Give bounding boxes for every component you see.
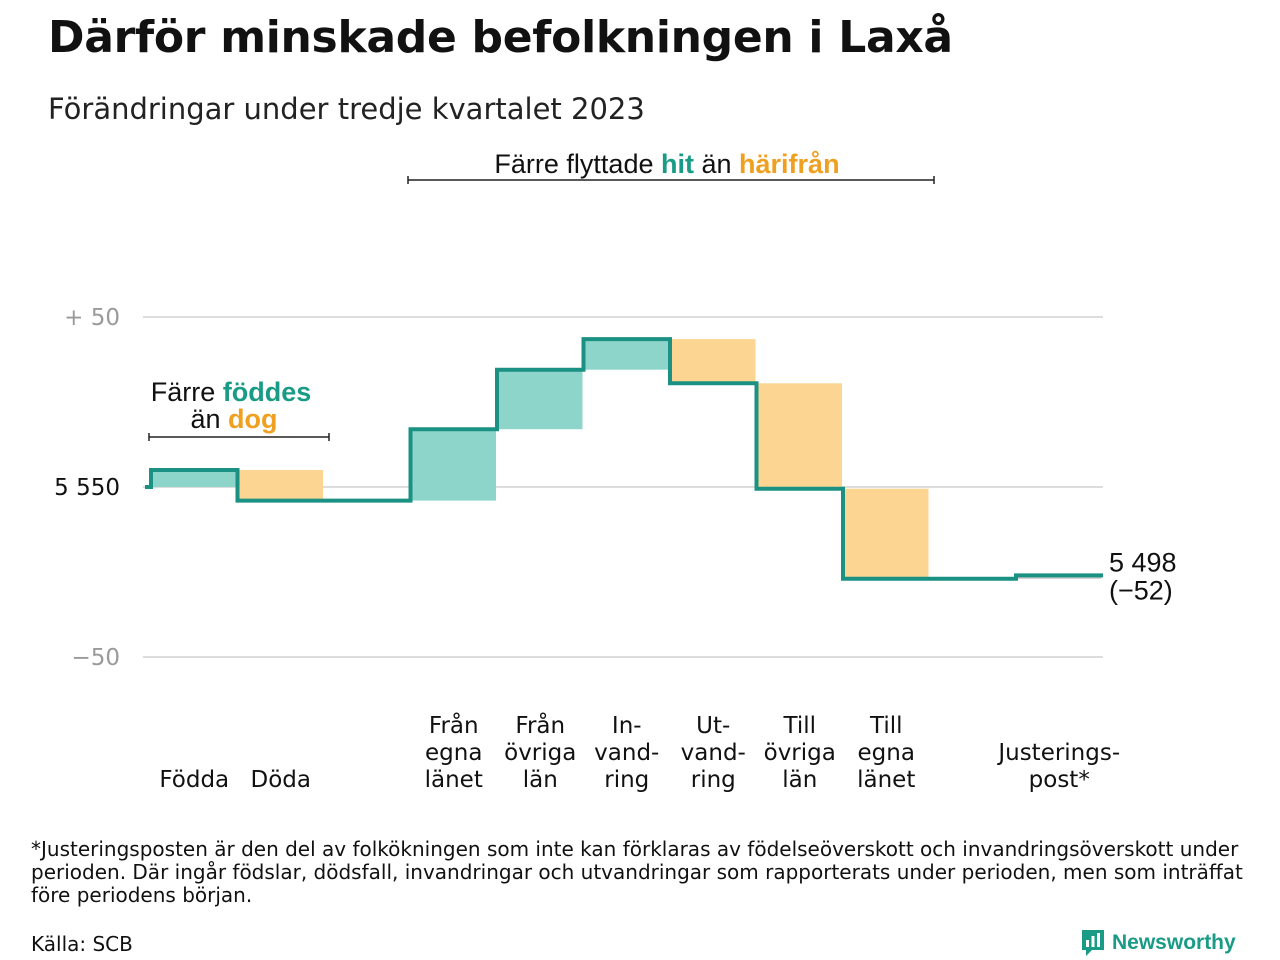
category-label: län [782, 767, 817, 793]
births-annotation-line2: än dog [190, 404, 277, 434]
annotation-highlight-deaths: dog [228, 404, 277, 434]
category-label: Födda [159, 767, 229, 793]
category-label: post* [1029, 767, 1090, 793]
births-annotation-line1: Färre föddes [151, 377, 312, 407]
waterfall-bar [757, 383, 842, 489]
waterfall-bar [844, 488, 929, 579]
category-label: egna [425, 740, 482, 766]
step-line-group [145, 337, 1103, 581]
waterfall-bar [152, 470, 237, 487]
step-line [145, 337, 1103, 581]
category-label: Ut- [696, 713, 730, 739]
category-label: övriga [764, 740, 836, 766]
waterfall-bar [498, 369, 583, 430]
category-label: Till [782, 713, 816, 739]
waterfall-bar [411, 429, 496, 501]
annotation-highlight-in: hit [661, 149, 694, 179]
category-label: övriga [504, 740, 576, 766]
category-label: ring [691, 767, 736, 793]
category-label: Från [429, 711, 479, 739]
category-label: vand- [681, 740, 746, 766]
category-label: Till [869, 713, 903, 739]
y-tick-label: + 50 [64, 305, 120, 331]
annotation-text: än [694, 149, 739, 179]
category-label: Justerings- [996, 740, 1120, 766]
source-label: Källa: SCB [31, 932, 133, 956]
category-label: egna [858, 740, 915, 766]
annotation-highlight-out: härifrån [739, 149, 840, 179]
moves-annotation: Färre flyttade hit än härifrån [494, 149, 839, 179]
brand-logo: Newsworthy [1080, 928, 1236, 958]
y-tick-label: 5 550 [54, 475, 120, 501]
waterfall-bar [671, 339, 756, 384]
end-value-label: 5 498 [1109, 547, 1177, 577]
category-label: länet [857, 767, 915, 793]
waterfall-bar [584, 339, 669, 370]
category-label: Döda [251, 767, 311, 793]
footnote: *Justeringsposten är den del av folkökni… [31, 837, 1243, 907]
category-label: In- [612, 713, 642, 739]
category-label: Från [515, 711, 565, 739]
category-label: länet [425, 767, 483, 793]
end-change-label: (−52) [1109, 575, 1173, 605]
chart-title: Därför minskade befolkningen i Laxå [48, 12, 953, 63]
chart-subtitle: Förändringar under tredje kvartalet 2023 [48, 92, 645, 126]
y-tick-label: −50 [71, 645, 120, 671]
bars [152, 339, 1102, 579]
category-label: ring [604, 767, 649, 793]
annotation-text: än [190, 404, 228, 434]
brand-name: Newsworthy [1112, 931, 1236, 954]
annotation-text: Färre [151, 377, 223, 407]
annotation-text: Färre flyttade [494, 149, 661, 179]
waterfall-bar [238, 470, 323, 501]
category-label: vand- [594, 740, 659, 766]
annotation-highlight-births: föddes [223, 377, 312, 407]
category-label: län [523, 767, 558, 793]
newsworthy-logo-icon [1082, 930, 1104, 956]
